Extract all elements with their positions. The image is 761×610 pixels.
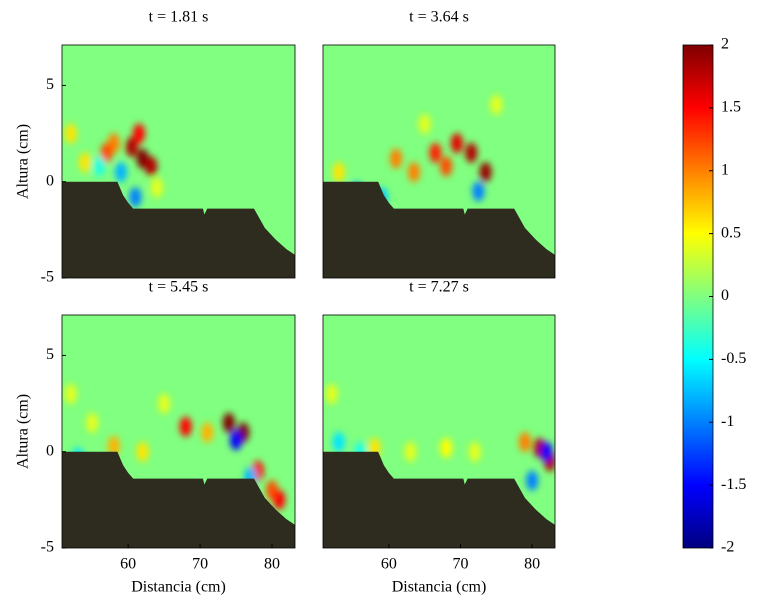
colorbar-tick-label: -1 (721, 413, 734, 430)
heat-spot (418, 113, 431, 134)
x-tick-label: 70 (452, 556, 468, 573)
panel-title: t = 1.81 s (149, 9, 209, 26)
heat-spot (64, 123, 77, 144)
y-axis-label: Altura (cm) (15, 394, 32, 469)
heat-spot (129, 187, 142, 208)
colorbar-tick-label: -1.5 (721, 476, 746, 493)
heat-spot (93, 156, 106, 177)
heatmap (62, 315, 295, 548)
panel-title: t = 3.64 s (409, 9, 469, 26)
heat-spot (100, 142, 113, 163)
axes-frame (322, 314, 556, 549)
heat-spot (64, 383, 77, 404)
y-tick-label: 5 (46, 346, 54, 363)
axes-frame (61, 44, 296, 279)
heat-spot (465, 142, 478, 163)
heat-spot (518, 432, 531, 453)
heat-spot (136, 441, 149, 462)
panel-title: t = 5.45 s (149, 279, 209, 296)
x-tick-label: 60 (120, 556, 136, 573)
x-tick-label: 60 (381, 556, 397, 573)
heat-spot (490, 94, 503, 115)
heat-spot (332, 432, 345, 453)
y-tick-label: -5 (41, 539, 54, 556)
y-tick-label: 5 (46, 76, 54, 93)
heat-spot (440, 437, 453, 458)
heat-spot (150, 177, 163, 198)
axes-frame (322, 44, 556, 279)
colorbar-tick-label: 1 (721, 161, 729, 178)
heat-spot (86, 412, 99, 433)
heat-spot (230, 430, 243, 451)
heatmap (323, 315, 555, 548)
y-tick-label: 0 (46, 442, 54, 459)
colorbar-tick-label: 0.5 (721, 224, 741, 241)
spots (64, 123, 163, 208)
heat-spot (158, 393, 171, 414)
bed (62, 181, 295, 278)
heat-spot (179, 416, 192, 437)
panel-title: t = 7.27 s (409, 279, 469, 296)
heat-spot (468, 441, 481, 462)
colorbar-tick-label: -0.5 (721, 350, 746, 367)
heat-spot (526, 470, 539, 491)
heat-spot (145, 156, 158, 177)
x-tick-label: 70 (192, 556, 208, 573)
heat-spot (479, 162, 492, 183)
x-tick-label: 80 (264, 556, 280, 573)
heat-spot (540, 441, 553, 462)
heat-spot (450, 133, 463, 154)
heat-spot (132, 123, 145, 144)
colorbar (682, 44, 714, 549)
heat-spot (222, 412, 235, 433)
heat-spot (79, 152, 92, 173)
heat-spot (332, 162, 345, 183)
bed (62, 451, 295, 548)
heatmap (62, 45, 295, 278)
heat-spot (114, 162, 127, 183)
y-axis-label: Altura (cm) (15, 124, 32, 199)
colorbar-tick-label: 0 (721, 287, 729, 304)
heat-spot (107, 435, 120, 456)
heat-spot (325, 383, 338, 404)
x-tick-label: 80 (524, 556, 540, 573)
colorbar-tick-label: -2 (721, 539, 734, 556)
colorbar-tick-label: 1.5 (721, 99, 741, 116)
y-tick-label: 0 (46, 172, 54, 189)
heat-spot (407, 162, 420, 183)
heat-spot (429, 142, 442, 163)
x-axis-label: Distancia (cm) (392, 579, 487, 596)
heat-spot (472, 181, 485, 202)
heat-spot (390, 148, 403, 169)
heat-spot (273, 489, 286, 510)
heat-spot (125, 137, 138, 158)
bed (323, 451, 555, 548)
heat-spot (201, 422, 214, 443)
heatmap (323, 45, 555, 278)
spots (64, 383, 286, 510)
heat-spot (440, 156, 453, 177)
y-tick-label: -5 (41, 269, 54, 286)
axes-frame (61, 314, 296, 549)
bed (323, 181, 555, 278)
heat-spot (404, 441, 417, 462)
x-axis-label: Distancia (cm) (131, 579, 226, 596)
colorbar-tick-label: 2 (721, 36, 729, 53)
